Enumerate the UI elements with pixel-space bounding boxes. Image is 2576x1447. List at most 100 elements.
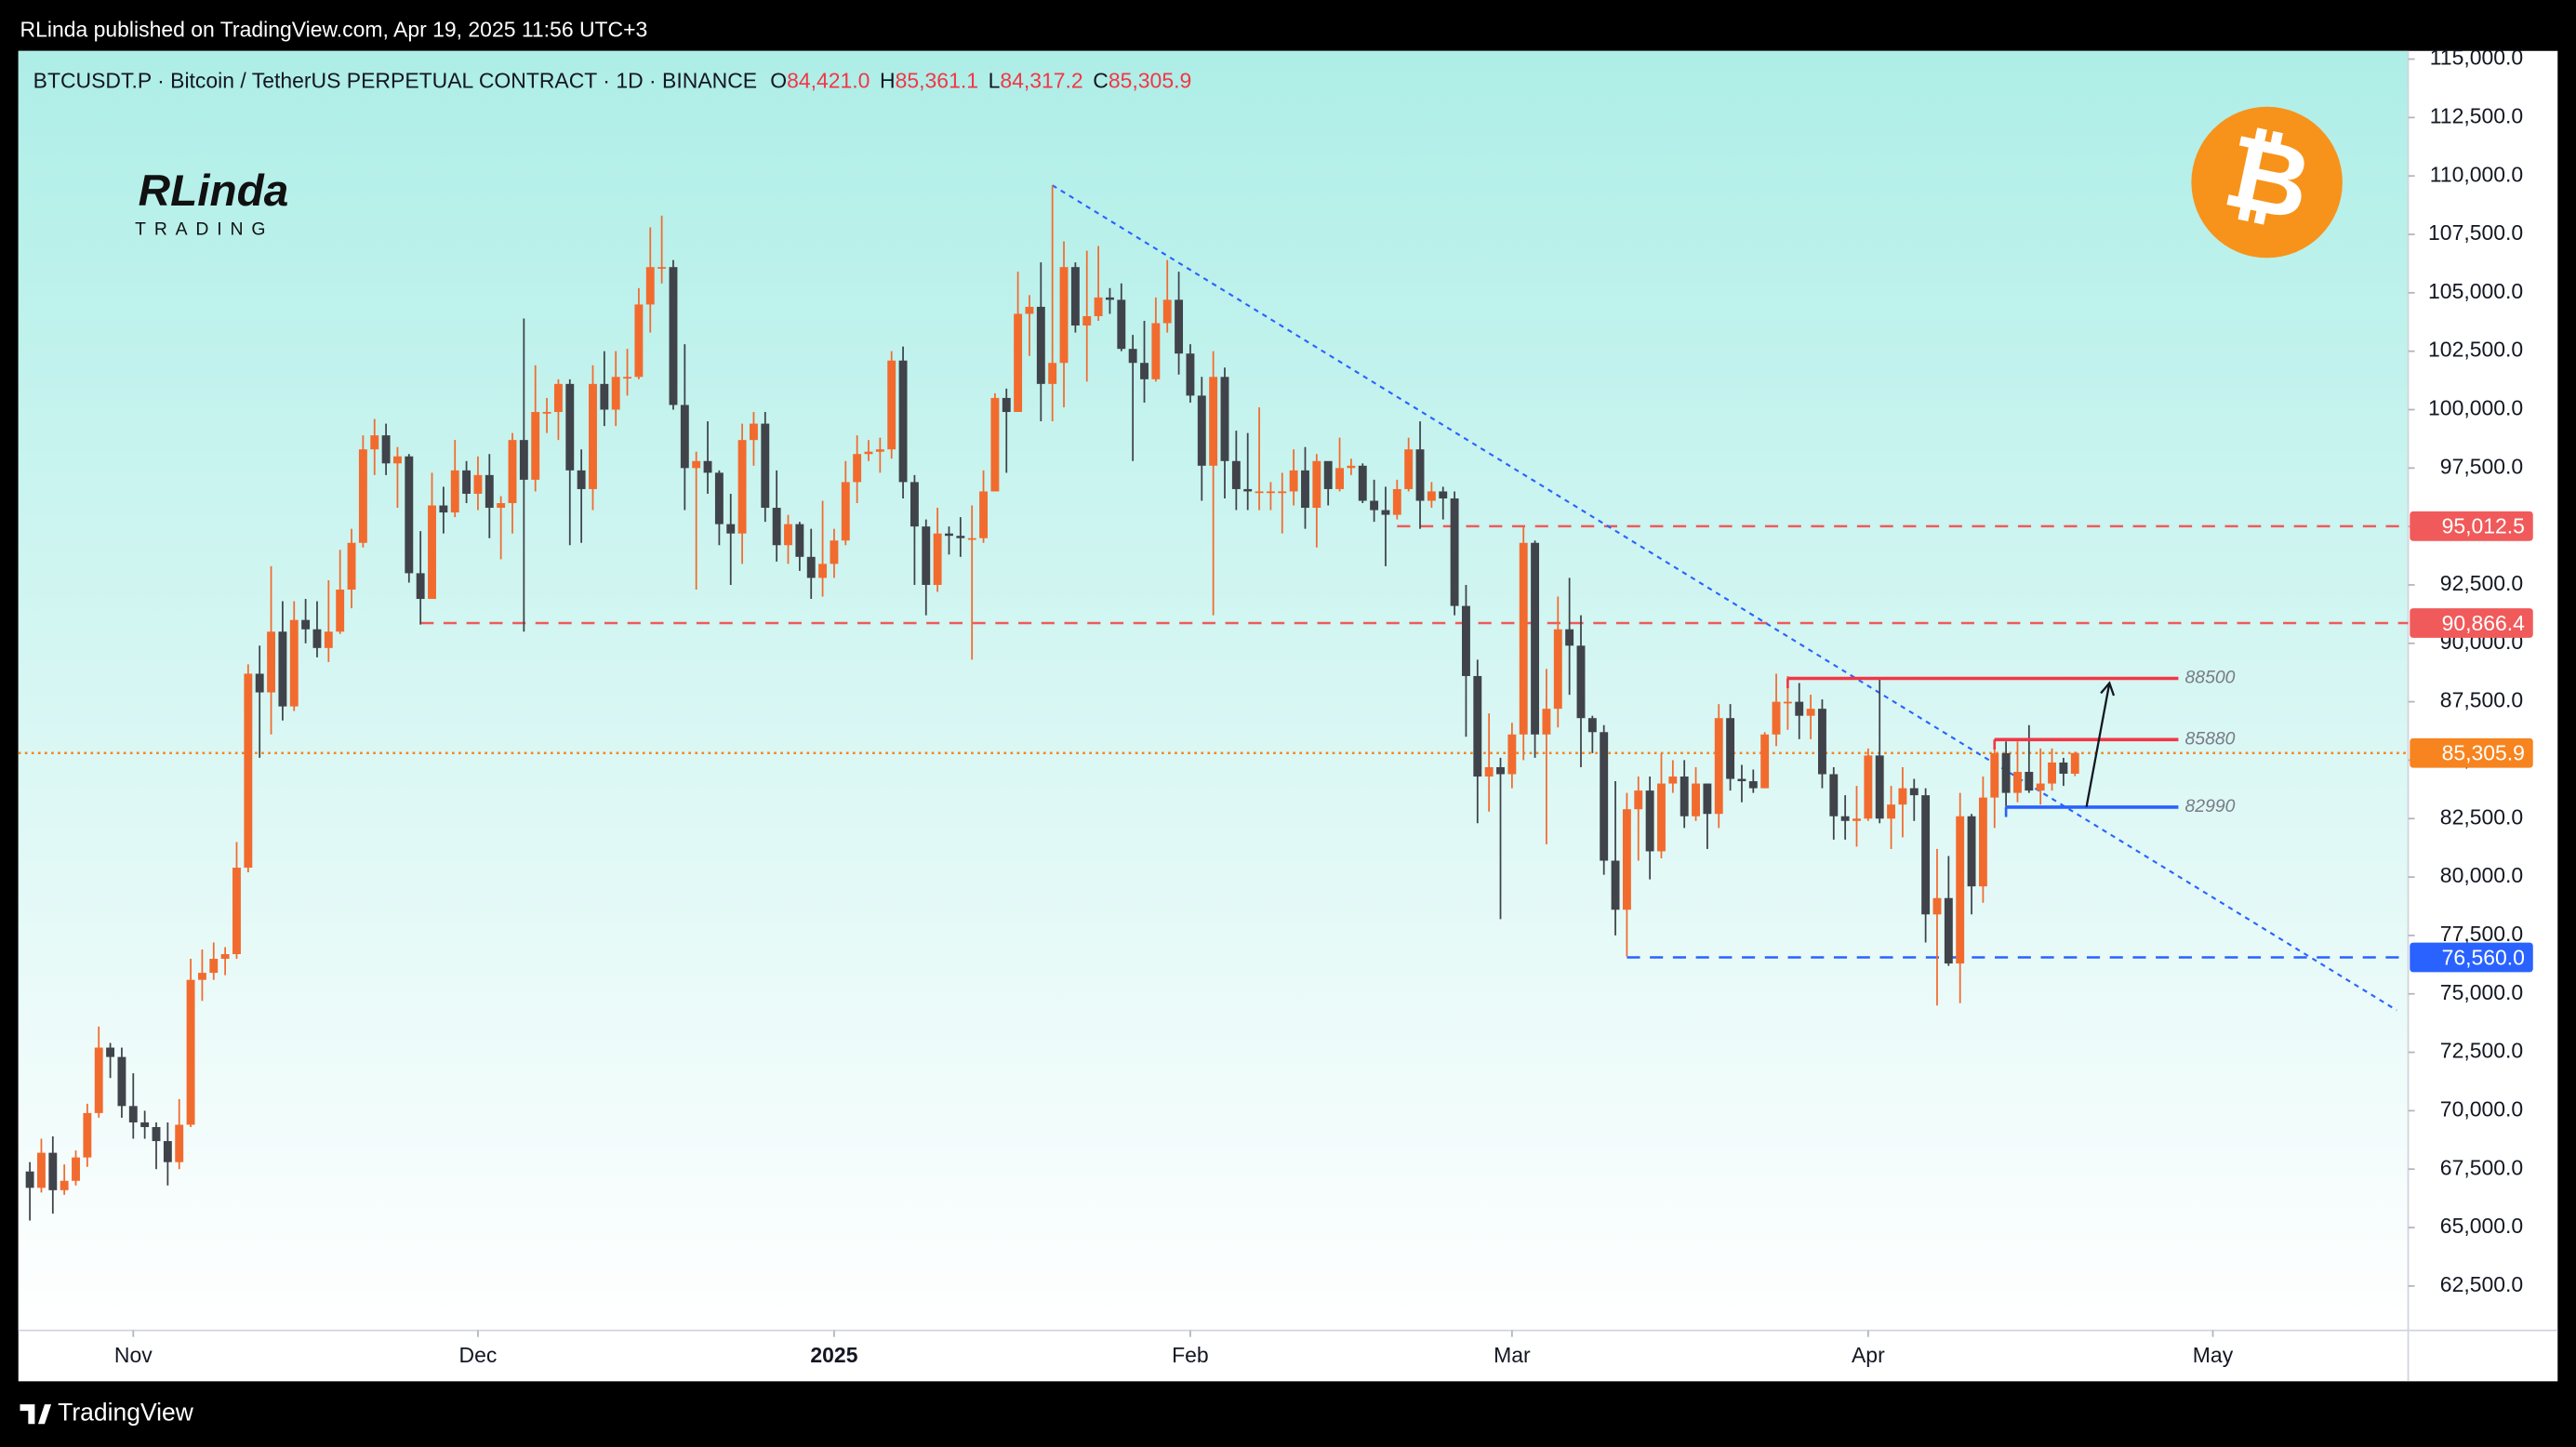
candle-body	[393, 456, 402, 464]
candle-body	[669, 267, 678, 405]
candle-body	[1932, 897, 1942, 915]
candle-body	[1507, 734, 1517, 775]
candle-body	[336, 589, 345, 632]
candle-body	[72, 1157, 80, 1181]
candle-body	[1875, 755, 1884, 819]
candle-body	[737, 440, 747, 534]
candle-body	[1094, 297, 1103, 316]
y-tick-label: 77,500.0	[2440, 922, 2523, 946]
candle-body	[806, 556, 816, 578]
candle-body	[565, 383, 575, 471]
y-tick-label: 112,500.0	[2430, 103, 2523, 127]
candle-body	[1795, 701, 1804, 716]
ohlc-value: 84,317.2	[1000, 68, 1082, 92]
candle-body	[60, 1180, 69, 1190]
candle-body	[462, 470, 471, 494]
price-tag-label: 90,866.4	[2442, 611, 2526, 635]
candle-body	[255, 673, 264, 693]
candle-body	[1519, 542, 1528, 735]
candle-body	[795, 524, 804, 557]
candle-body	[94, 1047, 103, 1113]
candle-body	[428, 505, 436, 600]
logo-name: RLinda	[139, 166, 289, 216]
candle-body	[979, 491, 988, 538]
y-tick-label: 115,000.0	[2430, 46, 2523, 70]
candle-body	[910, 482, 919, 527]
candle-body	[301, 619, 311, 630]
y-tick-label: 105,000.0	[2428, 279, 2523, 303]
candle-body	[117, 1056, 126, 1107]
symbol-name: BTCUSDT.P · Bitcoin / TetherUS PERPETUAL…	[33, 68, 757, 92]
candle-body	[1301, 470, 1309, 509]
candle-body	[485, 474, 494, 509]
candle-body	[152, 1126, 161, 1142]
candle-body	[2036, 783, 2045, 791]
candle-body	[945, 533, 953, 537]
candle-body	[1162, 299, 1172, 324]
ohlc-key: H	[880, 68, 896, 92]
candle-body	[1128, 349, 1137, 364]
logo-tagline: TRADING	[135, 219, 273, 239]
candle-body	[1680, 777, 1689, 816]
ohlc-value: 85,361.1	[896, 68, 978, 92]
level-segment-label: 85880	[2185, 728, 2236, 749]
candle-body	[1967, 816, 1976, 887]
candle-body	[209, 959, 219, 974]
candle-body	[1025, 306, 1034, 314]
candle-body	[140, 1122, 150, 1127]
candle-body	[1703, 783, 1712, 815]
candle-body	[772, 508, 781, 546]
candle-body	[1864, 755, 1873, 819]
y-tick-label: 100,000.0	[2428, 396, 2523, 420]
x-tick-label: Apr	[1852, 1343, 1885, 1367]
candle-body	[818, 564, 828, 578]
candle-body	[324, 631, 333, 648]
candle-body	[1186, 353, 1195, 396]
ohlc-key: O	[770, 68, 787, 92]
candle-body	[1415, 449, 1425, 501]
candle-body	[1990, 752, 1999, 798]
candle-body	[1484, 766, 1494, 777]
candle-body	[1496, 766, 1505, 775]
candle-body	[1531, 542, 1540, 735]
y-tick-label: 72,500.0	[2440, 1039, 2523, 1063]
x-tick-label: Dec	[459, 1343, 498, 1367]
candle-body	[680, 405, 689, 469]
plot-area	[18, 50, 2409, 1331]
price-tag-label: 76,560.0	[2442, 945, 2525, 969]
candle-body	[692, 460, 701, 469]
candle-body	[278, 631, 287, 707]
candle-body	[1059, 267, 1069, 364]
candle-body	[1645, 790, 1654, 852]
candle-body	[2001, 752, 2011, 793]
candle-body	[714, 472, 724, 524]
candle-body	[83, 1112, 92, 1158]
candle-body	[244, 673, 253, 869]
candle-body	[1358, 465, 1367, 501]
candle-body	[1266, 491, 1275, 494]
y-tick-label: 70,000.0	[2440, 1096, 2523, 1121]
candle-body	[1944, 897, 1953, 964]
candle-body	[405, 456, 414, 574]
candle-body	[657, 267, 667, 269]
candle-body	[1726, 718, 1735, 779]
candle-body	[48, 1152, 58, 1190]
author-logo: RLinda TRADING	[135, 166, 288, 239]
x-tick-label: Feb	[1172, 1343, 1209, 1367]
candle-body	[1243, 488, 1253, 492]
candle-body	[1117, 299, 1126, 350]
candle-body	[1887, 804, 1896, 819]
candle-body	[1347, 465, 1356, 469]
candle-body	[1542, 709, 1551, 735]
candle-body	[1748, 781, 1758, 789]
candle-body	[1692, 783, 1700, 816]
candle-body	[1840, 816, 1850, 821]
candle-body	[761, 423, 770, 509]
candle-body	[508, 440, 517, 504]
candle-body	[2013, 772, 2022, 793]
candle-body	[1082, 315, 1092, 326]
candle-body	[922, 526, 931, 585]
candle-body	[1048, 363, 1057, 384]
candle-body	[381, 435, 391, 464]
candle-body	[1760, 734, 1770, 789]
